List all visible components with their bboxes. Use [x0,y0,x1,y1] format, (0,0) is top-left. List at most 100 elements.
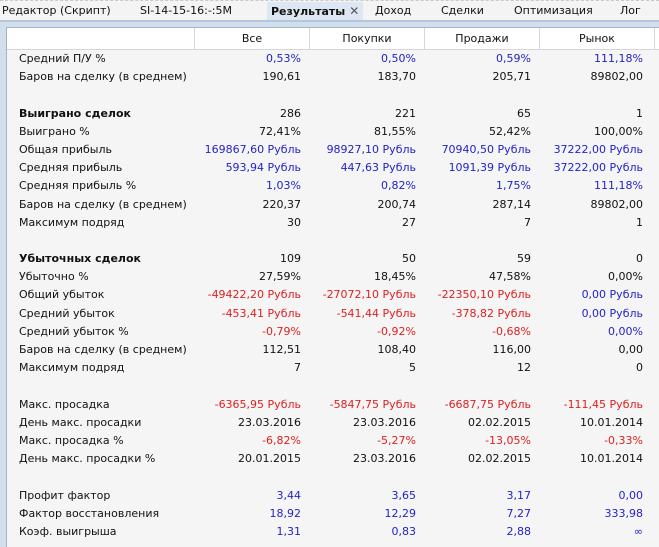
tab-label: Доход [375,4,412,17]
value-sells: 47,58% [489,270,531,284]
table-row: День макс. просадки 23.03.2016 23.03.2016 0… [7,414,659,432]
value-buys: 27 [402,215,416,229]
row-label: Средний убыток % [19,324,129,338]
tab-log[interactable]: Лог [620,2,641,20]
header-market[interactable]: Рынок [540,28,655,49]
value-market: 0,00 Рубль [581,288,643,302]
value-all: 20.01.2015 [238,452,301,466]
value-sells: -6687,75 Рубль [444,397,531,411]
value-sells: 116,00 [492,343,532,356]
value-sells: 1091,39 Рубль [448,161,531,175]
row-spacer [7,86,659,104]
value-buys: 0,83 [391,524,417,538]
tab-label: SI-14-15-16:-:5M [140,4,232,17]
value-all: -0,79% [262,324,301,338]
value-sells: 205,71 [492,70,532,84]
value-all: 220,37 [262,197,302,211]
value-sells: 12 [517,361,531,375]
table-row: Средняя прибыль % 1,03% 0,82% 1,75% 111,18% [7,177,659,195]
value-buys: 447,63 Рубль [340,161,416,175]
row-label: Средний П/У % [19,52,106,65]
value-market: 0,00 [618,488,644,502]
row-label: Выиграно сделок [19,106,132,120]
value-buys: 0,82% [381,179,416,193]
table-header: Все Покупки Продажи Рынок [7,28,659,50]
row-label: Выиграно % [19,124,90,138]
tab-bar: Редактор (Скрипт) SI-14-15-16:-:5M Резул… [0,0,659,20]
value-market: 0,00 [618,343,644,356]
value-buys: 0,50% [381,52,416,65]
table-row: Средняя прибыль 593,94 Рубль 447,63 Рубль 1… [7,159,659,177]
value-all: 286 [280,106,301,120]
value-sells: 7 [524,215,531,229]
value-market: 1 [636,106,643,120]
value-sells: 2,88 [506,524,532,538]
table-row: Баров на сделку (в среднем) 190,61 183,70 2… [7,68,659,86]
table-row: День макс. просадки % 20.01.2015 23.03.201… [7,450,659,468]
value-all: -6365,95 Рубль [214,397,301,411]
row-label: Баров на сделку (в среднем) [19,70,187,84]
header-sells[interactable]: Продажи [425,28,540,49]
header-buys[interactable]: Покупки [310,28,425,49]
value-buys: 221 [395,106,416,120]
value-all: 593,94 Рубль [225,161,301,175]
value-buys: 18,45% [374,270,416,284]
value-buys: -541,44 Рубль [336,306,416,320]
row-spacer [7,377,659,395]
value-all: 112,51 [262,343,302,356]
table-row: Общий убыток -49422,20 Рубль -27072,10 Руб… [7,286,659,304]
header-all[interactable]: Все [195,28,310,49]
row-label: Общая прибыль [19,142,112,156]
value-buys: 23.03.2016 [353,415,416,429]
value-sells: -22350,10 Рубль [437,288,531,302]
row-label: Средняя прибыль [19,161,123,175]
value-all: 169867,60 Рубль [204,142,301,156]
row-label: День макс. просадки [19,415,142,429]
row-label: День макс. просадки % [19,452,156,466]
tab-editor-script[interactable]: Редактор (Скрипт) [2,2,111,20]
value-all: 109 [280,252,301,266]
value-buys: -0,92% [377,324,416,338]
value-buys: -5,27% [377,433,416,447]
tab-optimization[interactable]: Оптимизация [514,2,593,20]
table-row: Баров на сделку (в среднем) 112,51 108,40 1… [7,341,659,359]
close-icon[interactable]: ✕ [349,4,360,18]
row-spacer [7,468,659,486]
table-row: Баров на сделку (в среднем) 220,37 200,74 2… [7,196,659,214]
value-buys: -27072,10 Рубль [322,288,416,302]
value-market: 37222,00 Рубль [553,161,643,175]
value-sells: 52,42% [489,124,531,138]
row-label: Баров на сделку (в среднем) [19,343,187,356]
table-row: Фактор восстановления 18,92 12,29 7,27 333,9… [7,505,659,523]
results-frame: Все Покупки Продажи Рынок Средний П/У % 0… [0,20,659,547]
value-sells: 02.02.2015 [468,415,531,429]
tab-income[interactable]: Доход [375,2,411,20]
value-market: ∞ [633,524,643,538]
value-sells: 287,14 [492,197,532,211]
value-buys: 5 [409,361,416,375]
tab-label: Лог [620,4,641,17]
value-market: 89802,00 [590,70,644,84]
tab-label: Оптимизация [514,4,593,17]
value-buys: 98927,10 Рубль [326,142,416,156]
value-market: 0 [636,361,643,375]
value-sells: -0,68% [492,324,531,338]
tab-label: Редактор (Скрипт) [2,4,111,17]
value-buys: -5847,75 Рубль [329,397,416,411]
value-buys: 23.03.2016 [353,452,416,466]
value-market: 10.01.2014 [580,415,643,429]
value-all: 0,53% [266,52,301,65]
tab-instrument[interactable]: SI-14-15-16:-:5M [140,2,232,20]
value-buys: 12,29 [384,506,417,520]
value-all: 18,92 [269,506,302,520]
value-buys: 3,65 [391,488,417,502]
tab-results[interactable]: Результаты ✕ [267,2,364,20]
tab-trades[interactable]: Сделки [441,2,484,20]
table-body: Средний П/У % 0,53% 0,50% 0,59% 111,18% Баров… [7,50,659,541]
value-all: 1,03% [266,179,301,193]
table-row: Выиграно % 72,41% 81,55% 52,42% 100,00% [7,123,659,141]
value-buys: 183,70 [377,70,417,84]
table-row: Макс. просадка % -6,82% -5,27% -13,05% -0,33… [7,432,659,450]
table-row: Макс. просадка -6365,95 Рубль -5847,75 Руб… [7,396,659,414]
value-sells: 3,17 [506,488,532,502]
